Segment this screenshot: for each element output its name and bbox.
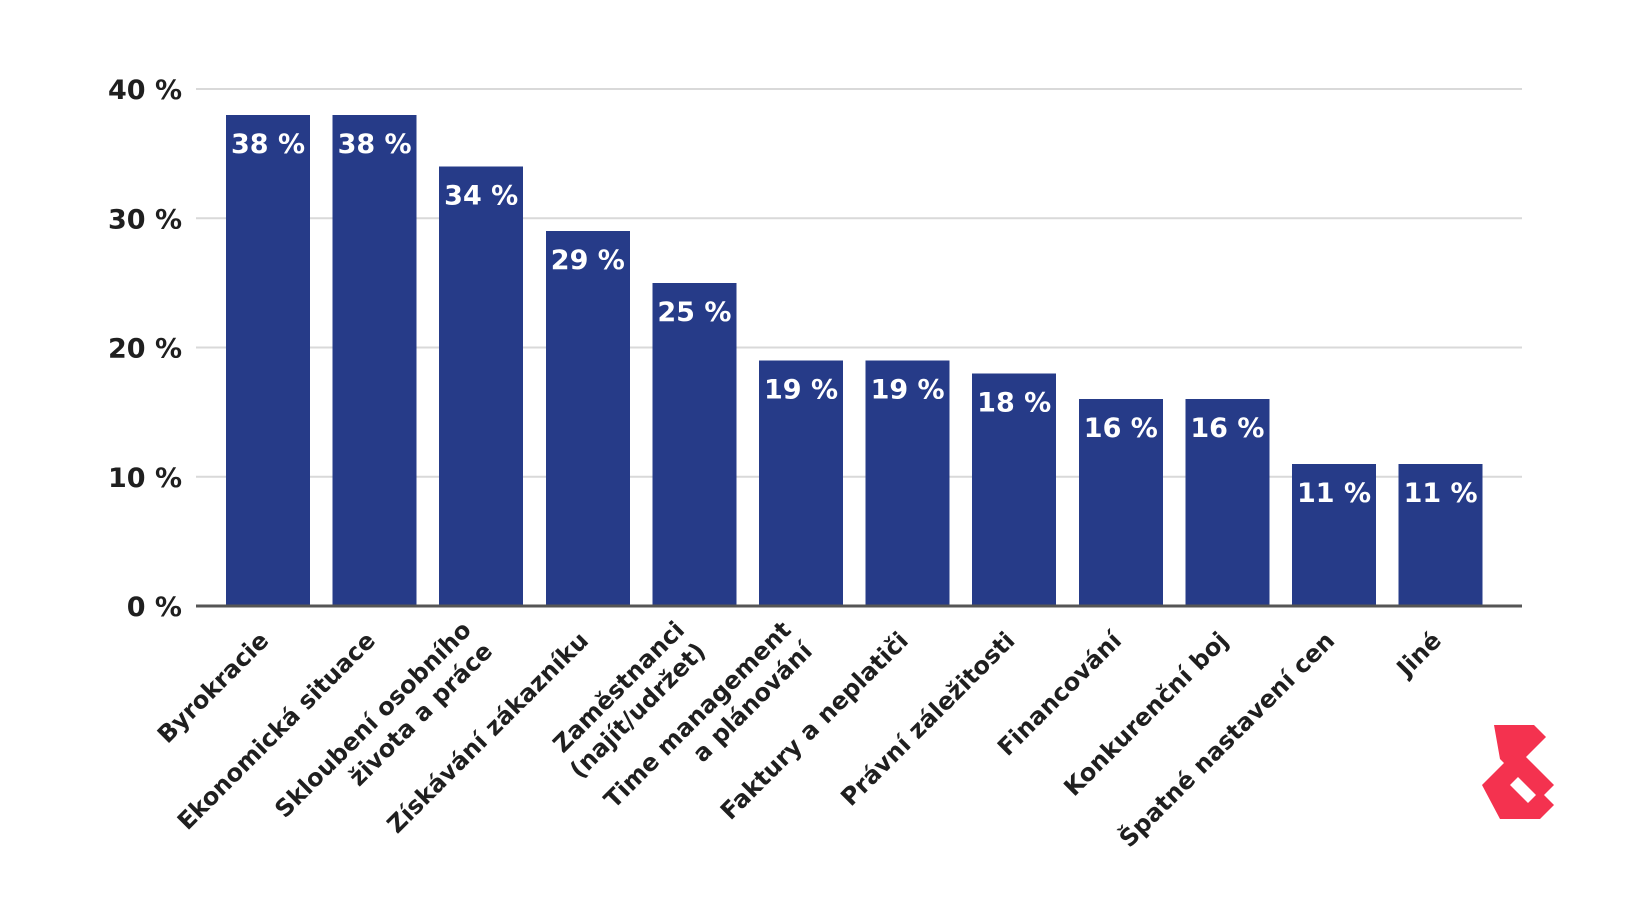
x-tick-label-line: Špatné nastavení cen xyxy=(1112,625,1340,853)
logo-bottom-stroke xyxy=(1482,755,1554,819)
bar xyxy=(1398,463,1483,606)
data-label: 38 % xyxy=(338,129,412,160)
bar xyxy=(972,373,1057,606)
data-label: 19 % xyxy=(871,374,945,405)
bar xyxy=(1078,399,1163,606)
x-tick-label: Špatné nastavení cen xyxy=(1112,625,1340,853)
y-tick-label: 40 % xyxy=(108,75,182,106)
bars xyxy=(226,114,1483,607)
data-label: 18 % xyxy=(977,387,1051,418)
x-tick-label-line: Právní záležitosti xyxy=(835,626,1020,811)
bar xyxy=(1185,399,1270,606)
x-tick-label: Jiné xyxy=(1390,626,1447,683)
bar xyxy=(226,114,310,606)
x-tick-label-text: Špatné nastavení cen xyxy=(1112,625,1340,853)
brand-s-logo-icon xyxy=(1482,725,1554,819)
x-tick-label: Právní záležitosti xyxy=(835,626,1020,811)
bar xyxy=(439,166,524,607)
y-tick-label: 0 % xyxy=(127,592,182,623)
data-label: 38 % xyxy=(231,129,305,160)
data-label: 16 % xyxy=(1190,413,1264,444)
y-tick-label: 30 % xyxy=(108,204,182,235)
logo-top-stroke xyxy=(1494,725,1554,799)
bar xyxy=(759,360,843,606)
bar xyxy=(545,231,630,607)
data-label: 25 % xyxy=(657,297,731,328)
data-label: 11 % xyxy=(1297,478,1371,509)
data-label: 29 % xyxy=(551,245,625,276)
x-tick-label: Skloubení osobníhoživota a práce xyxy=(269,616,498,845)
data-label: 19 % xyxy=(764,374,838,405)
data-label: 11 % xyxy=(1404,478,1478,509)
data-labels: 38 % 38 % 34 % 29 % 25 % 19 % 19 % 18 % 16 % 16 %… xyxy=(231,129,1478,509)
bar xyxy=(332,114,417,606)
bar xyxy=(652,282,737,606)
x-tick-label-text: Právní záležitosti xyxy=(835,626,1020,811)
y-axis: 0 % 10 % 20 % 30 % 40 % xyxy=(108,75,182,623)
bar xyxy=(865,360,950,606)
x-tick-label-line: Jiné xyxy=(1390,626,1447,683)
data-label: 34 % xyxy=(444,181,518,212)
y-tick-label: 20 % xyxy=(108,334,182,365)
x-tick-label-text: Jiné xyxy=(1390,626,1447,683)
x-tick-label-text: Skloubení osobníhoživota a práce xyxy=(269,616,498,845)
bar xyxy=(1292,463,1376,606)
y-tick-label: 10 % xyxy=(108,463,182,494)
data-label: 16 % xyxy=(1084,413,1158,444)
